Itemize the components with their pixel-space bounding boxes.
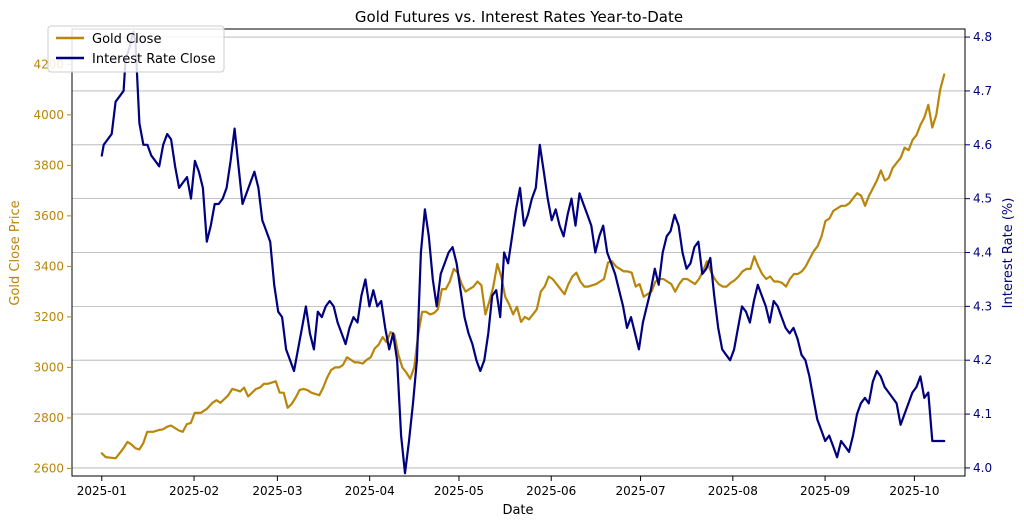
series-line-gold: [100, 73, 946, 460]
y-left-tick-label: 3800: [33, 158, 64, 172]
x-tick-label: 2025-10: [889, 484, 939, 498]
y-axis-right-label: Interest Rate (%): [1001, 198, 1016, 309]
x-tick-label: 2025-06: [526, 484, 576, 498]
x-axis: 2025-01 2025-02 2025-03 2025-04 2025-05 2025-…: [77, 476, 939, 498]
x-tick-label: 2025-08: [708, 484, 758, 498]
chart-title: Gold Futures vs. Interest Rates Year-to-…: [355, 8, 683, 26]
y-right-tick-label: 4.2: [973, 353, 992, 367]
y-right-tick-label: 4.5: [973, 192, 992, 206]
legend-box: [47, 25, 225, 73]
legend-label-rate: Interest Rate Close: [92, 52, 216, 67]
x-tick-label: 2025-04: [345, 484, 395, 498]
y-right-tick-label: 4.0: [973, 461, 992, 475]
y-right-tick-label: 4.1: [973, 407, 992, 421]
y-right-tick-label: 4.6: [973, 138, 992, 152]
y-left-tick-label: 2800: [33, 411, 64, 425]
y-right-tick-label: 4.4: [973, 246, 992, 260]
x-tick-label: 2025-07: [615, 484, 665, 498]
y-right-tick-label: 4.8: [973, 30, 992, 44]
x-tick-label: 2025-01: [77, 484, 127, 498]
x-tick-label: 2025-02: [169, 484, 219, 498]
y-axis-left-label: Gold Close Price: [8, 200, 23, 305]
y-left-tick-label: 3200: [33, 310, 64, 324]
x-tick-label: 2025-05: [434, 484, 484, 498]
grid-lines: [72, 36, 965, 469]
legend-label-gold: Gold Close: [92, 32, 161, 47]
legend: Gold Close Interest Rate Close: [47, 25, 225, 73]
y-right-tick-label: 4.3: [973, 299, 992, 313]
series-layer: [100, 30, 946, 475]
y-left-tick-label: 2600: [33, 461, 64, 475]
y-right-tick-label: 4.7: [973, 84, 992, 98]
y-left-tick-label: 3600: [33, 209, 64, 223]
x-tick-label: 2025-09: [800, 484, 850, 498]
x-axis-label: Date: [502, 503, 533, 518]
series-line-rate: [100, 30, 946, 475]
y-axis-right: 4.0 4.1 4.2 4.3 4.4 4.5 4.6 4.7 4.8: [965, 30, 992, 475]
y-left-tick-label: 3000: [33, 360, 64, 374]
y-left-tick-label: 3400: [33, 259, 64, 273]
y-axis-left: 260028003000320034003600380040004200: [33, 57, 72, 475]
x-tick-label: 2025-03: [252, 484, 302, 498]
y-left-tick-label: 4000: [33, 108, 64, 122]
